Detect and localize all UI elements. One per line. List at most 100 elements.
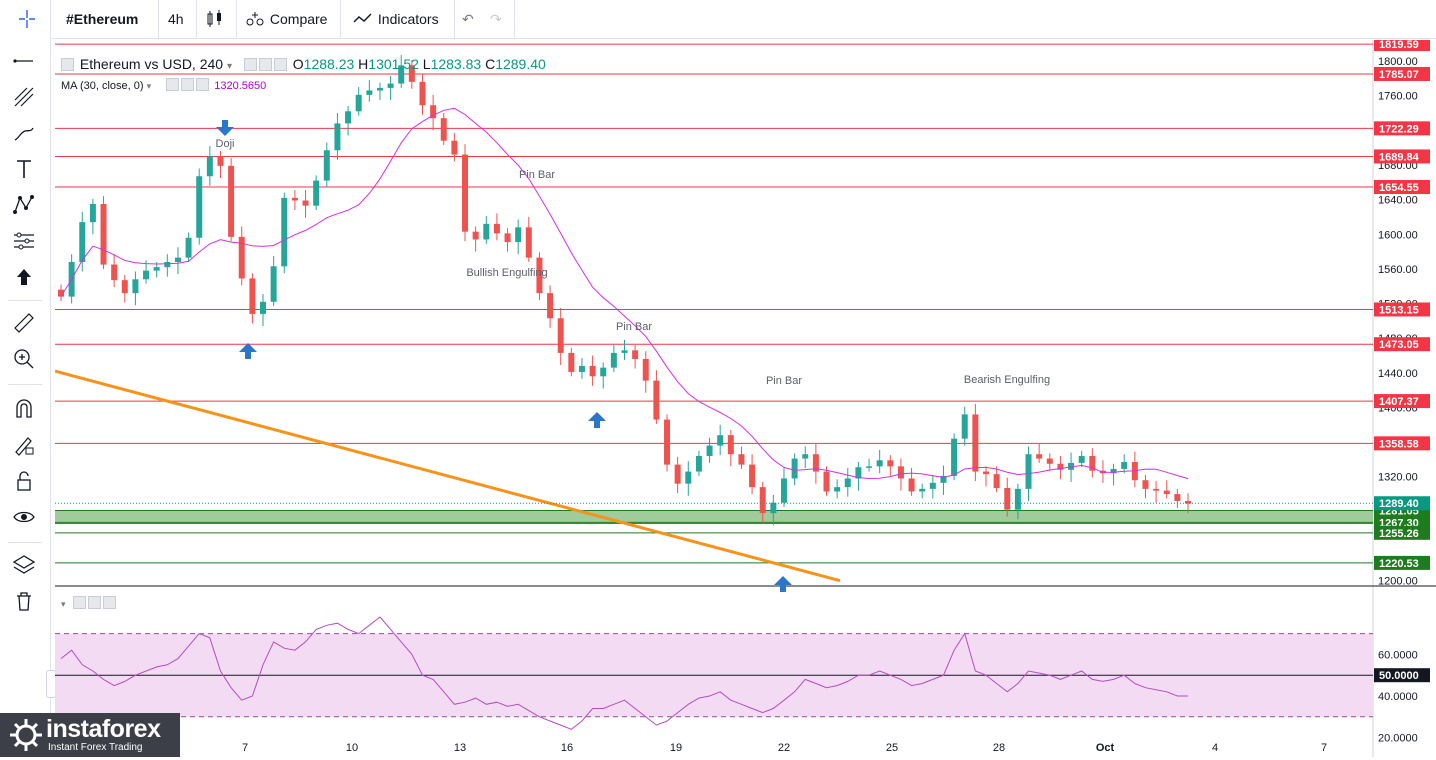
candles-chart-type-icon[interactable] (205, 0, 225, 38)
eye-icon[interactable] (166, 78, 180, 91)
eye-icon[interactable] (11, 504, 37, 530)
symbol-search[interactable]: #Ethereum (66, 11, 139, 27)
candle-body (961, 414, 968, 439)
price-tick-label: 1560.00 (1378, 264, 1418, 276)
collapse-legend-icon[interactable] (61, 58, 74, 71)
candle-body (1078, 455, 1085, 463)
magnet-icon[interactable] (11, 396, 37, 422)
candle-body (483, 223, 490, 240)
close-icon[interactable] (102, 596, 116, 609)
rsi-line (60, 616, 1188, 730)
candle-body (951, 438, 958, 476)
main-series-legend: Ethereum vs USD, 240 ▾ O1288.23 H1301.52… (61, 56, 546, 72)
ruler-icon[interactable] (11, 310, 37, 336)
time-tick-label: 7 (242, 742, 248, 754)
pattern-annotation: Pin Bar (616, 321, 652, 333)
candle-body (589, 365, 596, 377)
time-tick-label: 7 (1321, 742, 1327, 754)
indicators-button[interactable]: Indicators (352, 0, 439, 38)
chart-title: Ethereum vs USD, 240 (79, 56, 224, 72)
candle-body (547, 293, 554, 319)
candle-body (1014, 488, 1021, 510)
prediction-icon[interactable] (11, 228, 37, 254)
chart-area[interactable]: Doji Pin Bar Bullish Engulfing Pin Bar Pin B… (54, 37, 1436, 757)
fib-tool-icon[interactable] (11, 84, 37, 110)
compare-button[interactable]: Compare (244, 0, 327, 38)
pattern-icon[interactable] (11, 192, 37, 218)
redo-icon[interactable]: ↷ (490, 11, 502, 27)
close-icon[interactable] (196, 78, 210, 91)
trend-line-icon[interactable] (11, 48, 37, 74)
price-tick-label: 1320.00 (1378, 472, 1418, 484)
candle-body (664, 419, 671, 465)
level-price-tag (1374, 394, 1430, 409)
candle-body (408, 65, 415, 82)
arrow-up-icon (774, 576, 792, 592)
undo-icon[interactable]: ↶ (462, 11, 474, 27)
candle-body (281, 197, 288, 267)
price-tick-label: 1760.00 (1378, 91, 1418, 103)
unlock-icon[interactable] (11, 468, 37, 494)
candle-body (121, 280, 128, 294)
trash-icon[interactable] (11, 588, 37, 614)
arrow-up-icon[interactable] (11, 264, 37, 290)
chevron-down-icon[interactable]: ▾ (61, 599, 66, 609)
gear-icon[interactable] (181, 78, 195, 91)
candle-body (738, 454, 745, 465)
candle-body (515, 227, 522, 243)
zoom-in-icon[interactable] (11, 346, 37, 372)
close-icon[interactable] (273, 58, 287, 71)
candle-body (100, 203, 107, 265)
candle-body (1174, 494, 1181, 501)
layers-icon[interactable] (11, 552, 37, 578)
candle-body (749, 464, 756, 488)
pattern-annotation: Bearish Engulfing (964, 374, 1050, 386)
open-label: O (292, 56, 304, 72)
chevron-down-icon[interactable]: ▾ (146, 81, 152, 91)
candle-body (355, 94, 362, 112)
crosshair-icon[interactable] (14, 0, 40, 38)
rsi-mid-tag (1374, 668, 1430, 683)
candle-body (89, 203, 96, 223)
level-price-label: 1654.55 (1379, 182, 1419, 194)
eye-icon[interactable] (72, 596, 86, 609)
lock-drawing-icon[interactable] (11, 432, 37, 458)
candle-body (472, 231, 479, 240)
level-price-tag (1374, 302, 1430, 317)
candle-body (1121, 462, 1128, 469)
gear-icon[interactable] (258, 58, 272, 71)
arrow-down-icon (216, 120, 234, 136)
price-chart-svg[interactable]: Doji Pin Bar Bullish Engulfing Pin Bar Pin B… (54, 37, 1436, 757)
candle-body (291, 197, 298, 201)
candle-body (695, 455, 702, 472)
logo-tagline: Instant Forex Trading (48, 742, 143, 753)
candle-body (717, 435, 724, 446)
candle-body (143, 270, 150, 280)
candle-body (929, 482, 936, 489)
candle-body (887, 460, 894, 467)
candle-body (1046, 458, 1053, 464)
candle-body (1057, 463, 1064, 470)
settings-icon[interactable] (243, 58, 257, 71)
candle-body (1036, 454, 1043, 459)
price-tick-label: 1800.00 (1378, 56, 1418, 68)
text-tool-icon[interactable] (11, 156, 37, 182)
ma-label: MA (30, close, 0) (61, 80, 144, 92)
ma-line (60, 107, 1189, 480)
candle-body (844, 478, 851, 488)
brush-icon[interactable] (11, 120, 37, 146)
pattern-annotation: Doji (216, 138, 235, 150)
candle-body (855, 467, 862, 479)
candle-body (451, 140, 458, 155)
interval-selector[interactable]: 4h (168, 11, 184, 27)
arrow-up-icon (239, 343, 257, 359)
indicators-icon (353, 13, 372, 23)
gear-icon[interactable] (87, 596, 101, 609)
candle-body (270, 266, 277, 302)
candle-body (993, 474, 1000, 489)
candle-body (334, 123, 341, 151)
low-label: L (422, 56, 431, 72)
time-tick-label: 4 (1212, 742, 1218, 754)
candle-body (376, 87, 383, 91)
chevron-down-icon[interactable]: ▾ (226, 61, 232, 72)
